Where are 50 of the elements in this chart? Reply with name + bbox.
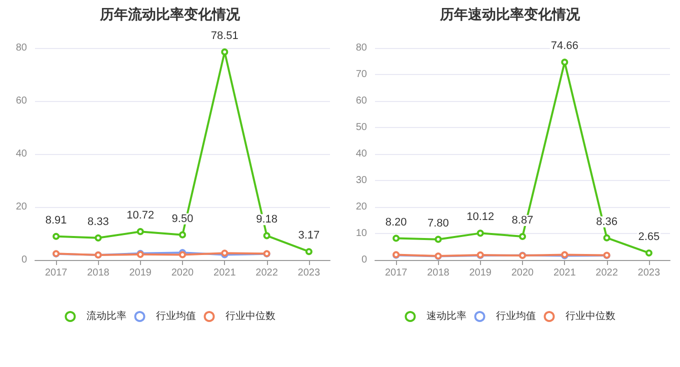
x-tick-label: 2020 xyxy=(511,268,534,278)
chart-title: 历年流动比率变化情况 xyxy=(99,6,241,22)
data-label: 8.20 xyxy=(385,216,407,228)
data-label: 78.51 xyxy=(210,30,238,42)
x-tick-label: 2023 xyxy=(638,268,660,278)
x-tick-label: 2023 xyxy=(298,268,320,278)
legend-label: 行业均值 xyxy=(156,310,196,322)
x-tick-label: 2021 xyxy=(214,268,236,278)
y-tick-label: 40 xyxy=(356,148,368,160)
legend-label: 行业中位数 xyxy=(225,310,276,322)
y-tick-label: 70 xyxy=(356,69,368,80)
y-tick-label: 0 xyxy=(21,254,28,266)
data-label: 9.18 xyxy=(256,214,278,226)
data-label: 9.50 xyxy=(172,212,194,225)
legend-label: 行业中位数 xyxy=(565,310,616,322)
x-tick-label: 2022 xyxy=(256,268,278,278)
data-label: 8.91 xyxy=(45,214,67,226)
x-tick-label: 2019 xyxy=(469,268,492,278)
x-tick-label: 2020 xyxy=(171,268,194,278)
y-tick-label: 60 xyxy=(16,96,28,106)
chart-title: 历年速动比率变化情况 xyxy=(439,6,581,22)
x-tick-label: 2019 xyxy=(129,268,152,278)
y-tick-label: 80 xyxy=(356,42,368,54)
y-tick-label: 80 xyxy=(16,42,28,54)
y-tick-label: 60 xyxy=(356,96,368,106)
y-tick-label: 50 xyxy=(356,122,368,133)
data-label: 2.65 xyxy=(638,230,660,243)
x-tick-label: 2017 xyxy=(384,268,408,278)
data-label: 3.17 xyxy=(298,230,320,242)
x-tick-label: 2022 xyxy=(596,268,618,278)
y-tick-label: 40 xyxy=(16,148,28,160)
y-tick-label: 10 xyxy=(356,228,368,239)
data-label: 10.12 xyxy=(466,211,494,224)
x-tick-label: 2018 xyxy=(427,268,450,278)
data-label: 10.72 xyxy=(126,210,154,222)
data-label: 8.33 xyxy=(88,216,109,228)
data-label: 8.36 xyxy=(596,216,618,228)
data-label: 74.66 xyxy=(550,40,578,52)
data-label: 7.80 xyxy=(428,217,449,230)
legend-label: 流动比率 xyxy=(86,310,126,322)
y-tick-label: 20 xyxy=(356,202,368,212)
x-tick-label: 2021 xyxy=(554,268,576,278)
y-tick-label: 30 xyxy=(356,175,368,186)
data-label: 8.87 xyxy=(512,214,534,226)
legend-label: 行业均值 xyxy=(496,310,536,322)
x-tick-label: 2018 xyxy=(87,268,110,278)
y-tick-label: 0 xyxy=(361,254,368,266)
x-tick-label: 2017 xyxy=(44,268,68,278)
y-tick-label: 20 xyxy=(16,202,28,212)
legend-label: 速动比率 xyxy=(426,310,466,322)
